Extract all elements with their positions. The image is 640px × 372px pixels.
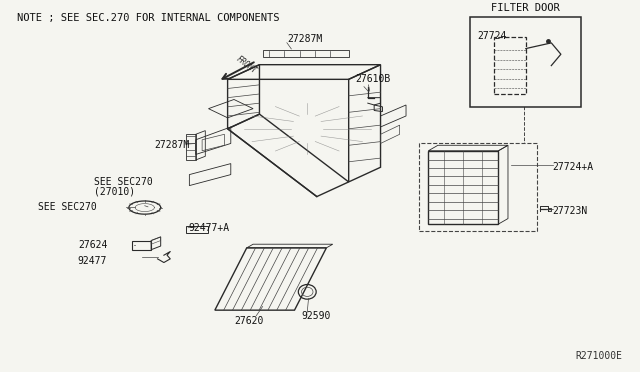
Text: SEE SEC270: SEE SEC270 xyxy=(38,202,97,212)
Text: (27010): (27010) xyxy=(94,186,135,196)
Text: 27724: 27724 xyxy=(477,31,507,41)
Text: 92477+A: 92477+A xyxy=(188,224,229,234)
Text: 27724+A: 27724+A xyxy=(552,161,594,171)
Text: FRONT: FRONT xyxy=(234,55,258,76)
Text: 92590: 92590 xyxy=(301,311,330,321)
Text: 27624: 27624 xyxy=(78,240,108,250)
Text: NOTE ; SEE SEC.270 FOR INTERNAL COMPONENTS: NOTE ; SEE SEC.270 FOR INTERNAL COMPONEN… xyxy=(17,13,280,23)
Text: 27610B: 27610B xyxy=(356,74,391,84)
Text: SEE SEC270: SEE SEC270 xyxy=(94,177,152,187)
Text: 27287M: 27287M xyxy=(154,140,189,150)
Bar xyxy=(494,37,526,94)
Text: 27287M: 27287M xyxy=(287,34,322,44)
Text: 27620: 27620 xyxy=(234,316,263,326)
Text: R271000E: R271000E xyxy=(576,352,623,362)
Text: 27723N: 27723N xyxy=(552,206,588,216)
Text: 92477: 92477 xyxy=(78,256,108,266)
FancyBboxPatch shape xyxy=(470,17,581,107)
Text: FILTER DOOR: FILTER DOOR xyxy=(491,3,560,13)
